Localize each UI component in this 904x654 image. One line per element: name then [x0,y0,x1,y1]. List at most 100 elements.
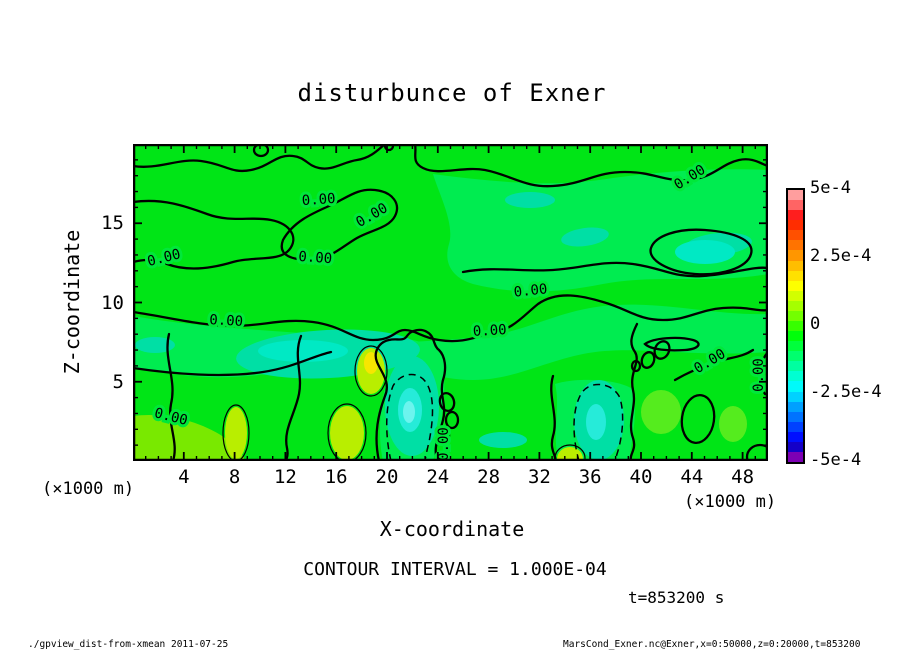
colorbar-tick-label: -5e-4 [810,450,862,470]
x-axis-title: X-coordinate [379,517,525,541]
colorbar-segment [788,381,803,392]
zero-contour-label: 0.00 [436,427,452,461]
field-cyan-bright-core [403,401,415,423]
zero-contour-labels: 0.00 0.000.000.000.000.000.000.000.000.00… [143,159,768,461]
colorbar-segment [788,250,803,261]
colorbar-segment [788,270,803,281]
zero-contour-island [252,144,270,158]
colorbar-segment [788,361,803,372]
x-axis-unit: (×1000 m) [684,492,777,512]
colorbar-segment [788,290,803,301]
zero-contour-lines [133,144,768,461]
colorbar-tick-label: 5e-4 [810,178,851,198]
x-tick-label: 12 [273,466,297,488]
colorbar-segment [788,260,803,271]
colorbar-segment [788,190,803,201]
zero-contour-ring [680,393,716,445]
colorbar-segment [788,421,803,432]
zero-contour-small-oval [630,359,642,373]
x-tick-label: 48 [731,466,755,488]
zero-contour-small-oval [640,351,656,369]
zero-contour-small-oval [653,340,671,360]
zero-contour-label: 0.00 [751,358,767,392]
zero-contour [133,350,333,377]
field-teal-left-edge [135,337,175,353]
colorbar-tick-label: -2.5e-4 [810,382,882,402]
x-tick-label: 16 [324,466,348,488]
field-fill-layer [133,144,768,461]
x-tick-label: 20 [375,466,399,488]
contour-plot: 0.00 0.000.000.000.000.000.000.000.000.00… [133,144,768,461]
zero-contour-island [643,336,700,352]
colorbar-segment [788,310,803,322]
colorbar-tick-label: 0 [810,314,821,334]
zero-contour [629,322,639,461]
positive-contour-ring [222,404,250,461]
negative-contour-lines-dashed [385,373,624,461]
colorbar-segment [788,371,803,382]
colorbar-segment [788,391,803,402]
z-tick-label: 10 [101,291,124,314]
zero-contour [133,199,295,270]
field-yellowgreen-blob [225,407,247,459]
positive-contour-ring [327,403,367,461]
colorbar-segment [788,280,803,291]
plot-frame [133,144,768,461]
field-teal-top [561,227,609,247]
z-tick-label: 5 [112,370,124,393]
chart-title: disturbunce of Exner [297,79,607,107]
colorbar-segment [788,210,803,221]
positive-contour-ring [354,345,388,397]
colorbar-segment [788,401,803,412]
footer-command: ./gpview_dist-from-xmean 2011-07-25 [28,639,229,650]
negative-contour-dashed [385,373,434,461]
colorbar-segment [788,240,803,251]
field-teal-small [479,432,527,448]
colorbar-tick-label: 2.5e-4 [810,246,872,266]
x-tick-label: 24 [426,466,450,488]
colorbar-segment [788,411,803,422]
zero-contour [673,348,755,382]
zero-contour [413,144,768,188]
zero-contour-label: 0.00 [298,249,333,267]
zero-contour-label: 0.00 [301,191,336,209]
colorbar-segment [788,321,803,332]
time-annotation: t=853200 s [628,588,725,607]
field-lime-wash [641,390,681,434]
colorbar-segment [788,431,803,442]
colorbar-segment [788,331,803,342]
zero-contour [133,294,768,343]
zero-contour [133,144,387,173]
footer-datasource: MarsCond_Exner.nc@Exner,x=0:50000,z=0:20… [563,639,861,650]
zero-contour [280,188,399,262]
colorbar-segment [788,220,803,231]
field-yellow-core [364,352,378,374]
field-lime-wash [719,406,747,442]
zero-contour [461,261,768,278]
zero-contour-small-oval [444,410,460,430]
colorbar-segment [788,200,803,211]
z-axis-unit: (×1000 m) [42,479,135,499]
contour-interval-note: CONTOUR INTERVAL = 1.000E-04 [303,559,607,580]
field-teal-ring-interior [675,240,735,264]
zero-contour-small-oval [437,427,451,445]
x-tick-label: 44 [680,466,704,488]
x-tick-label: 8 [228,466,241,488]
zero-contour [166,332,176,461]
zero-contour-label: 0.00 [209,312,244,330]
colorbar-segment [788,341,803,352]
field-cyan-core [586,404,606,440]
colorbar-segment [788,351,803,362]
colorbar-segment [788,441,803,453]
x-tick-label: 4 [178,466,190,488]
colorbar [786,188,805,464]
colorbar-segment [788,452,803,463]
zero-contour [550,374,557,461]
zero-contour [649,228,753,276]
zero-contour-label: 0.00 [473,322,508,340]
x-tick-label: 40 [629,466,653,488]
field-teal-band-core [258,340,348,362]
field-chartreuse-corner [133,414,245,461]
x-tick-label: 32 [527,466,551,488]
